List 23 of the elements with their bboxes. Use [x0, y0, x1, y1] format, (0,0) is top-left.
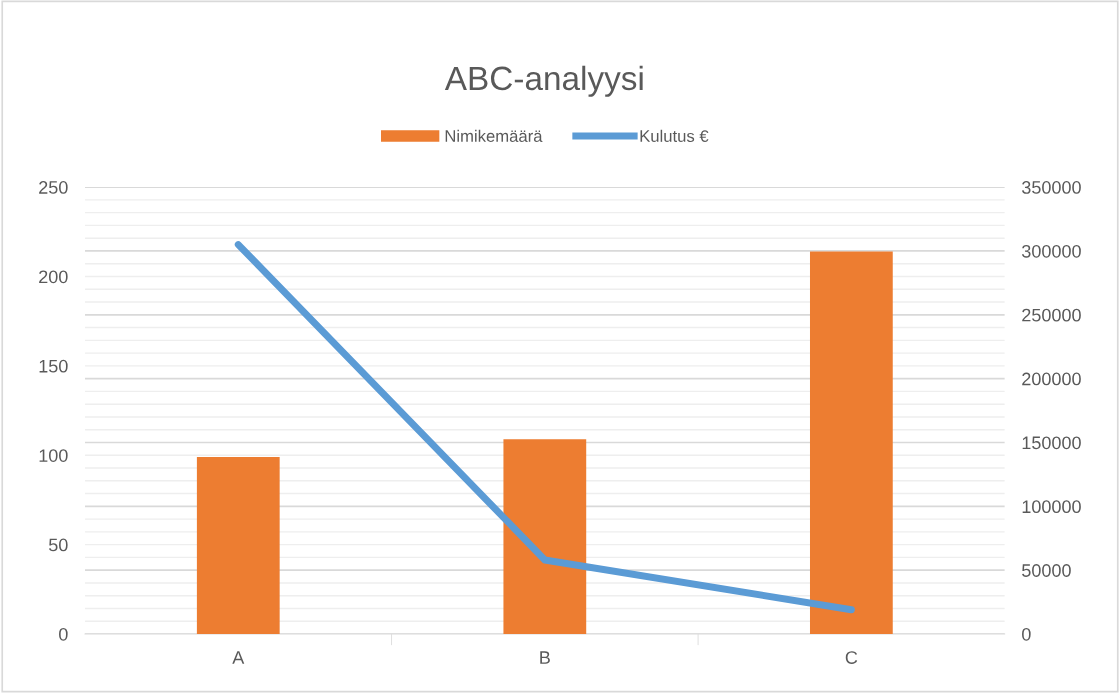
- y2-tick-label: 0: [1022, 627, 1031, 641]
- y2-tick-label: 350000: [1021, 181, 1081, 194]
- y2-tick-label: 150000: [1022, 436, 1081, 450]
- bar: [503, 439, 587, 635]
- legend-label: Kulutus €: [640, 129, 709, 142]
- x-tick-label: A: [232, 651, 245, 664]
- y2-tick-label: 100000: [1022, 500, 1081, 514]
- y-tick-label: 0: [59, 627, 68, 641]
- y2-tick-label: 50000: [1022, 564, 1071, 577]
- x-tick-label: B: [540, 651, 550, 664]
- y2-tick-label: 300000: [1021, 244, 1081, 258]
- bar: [809, 251, 893, 635]
- y2-tick-label: 250000: [1022, 308, 1081, 322]
- y-tick-label: 150: [39, 359, 68, 373]
- legend-label: Nimikemäärä: [445, 129, 543, 142]
- bar: [196, 457, 280, 635]
- y-tick-label: 200: [39, 270, 68, 284]
- x-tick-label: C: [845, 651, 858, 664]
- y-tick-label: 250: [39, 181, 68, 194]
- y-tick-label: 100: [39, 449, 68, 462]
- y-tick-label: 50: [48, 538, 68, 552]
- y2-tick-label: 200000: [1022, 372, 1081, 386]
- chart-title: ABC-analyysi: [444, 65, 643, 97]
